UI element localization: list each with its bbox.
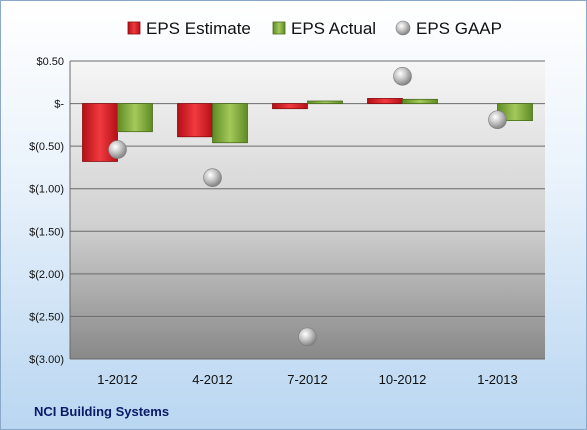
eps-gaap-point [108, 140, 127, 159]
y-tick-label: $0.50 [36, 56, 64, 68]
eps-actual-bar [402, 98, 438, 104]
y-tick-label: $(2.50) [29, 311, 64, 323]
y-tick-label: $- [54, 99, 64, 111]
eps-gaap-point [393, 67, 412, 86]
eps-actual-bar [212, 103, 248, 144]
x-tick-label: 7-2012 [287, 372, 327, 387]
eps-estimate-bar [367, 98, 403, 104]
y-tick-label: $(3.00) [29, 354, 64, 366]
eps-gaap-legend-label: EPS GAAP [416, 19, 502, 38]
eps-gaap-point [298, 327, 317, 347]
eps-gaap-point [203, 168, 222, 187]
x-tick-label: 4-2012 [192, 372, 232, 387]
eps-estimate-legend-label: EPS Estimate [146, 19, 251, 38]
legend: EPS Estimate EPS Actual EPS GAAP [127, 19, 502, 38]
eps-gaap-point [488, 110, 507, 130]
y-tick-label: $(1.00) [29, 184, 64, 196]
y-axis-tick-labels: $0.50 $- $(0.50) $(1.00) $(1.50) $(2.00) $(2.5… [29, 56, 64, 366]
eps-actual-legend-marker [272, 21, 286, 35]
x-tick-label: 1-2012 [97, 372, 137, 387]
y-tick-label: $(1.50) [29, 226, 64, 238]
eps-actual-bar [117, 103, 153, 133]
bars [82, 98, 533, 162]
gaap-points [108, 67, 507, 347]
eps-estimate-bar [177, 103, 213, 138]
x-tick-label: 10-2012 [379, 372, 427, 387]
eps-gaap-legend-marker [395, 20, 411, 36]
eps-estimate-legend-marker [127, 21, 141, 35]
x-tick-label: 1-2013 [477, 372, 517, 387]
eps-estimate-bar [272, 103, 308, 110]
eps-actual-bar [307, 100, 343, 104]
company-name: NCI Building Systems [34, 404, 169, 419]
y-tick-label: $(0.50) [29, 141, 64, 153]
eps-actual-legend-label: EPS Actual [291, 19, 376, 38]
x-axis-tick-labels: 1-2012 4-2012 7-2012 10-2012 1-2013 [97, 372, 517, 387]
y-tick-label: $(2.00) [29, 269, 64, 281]
